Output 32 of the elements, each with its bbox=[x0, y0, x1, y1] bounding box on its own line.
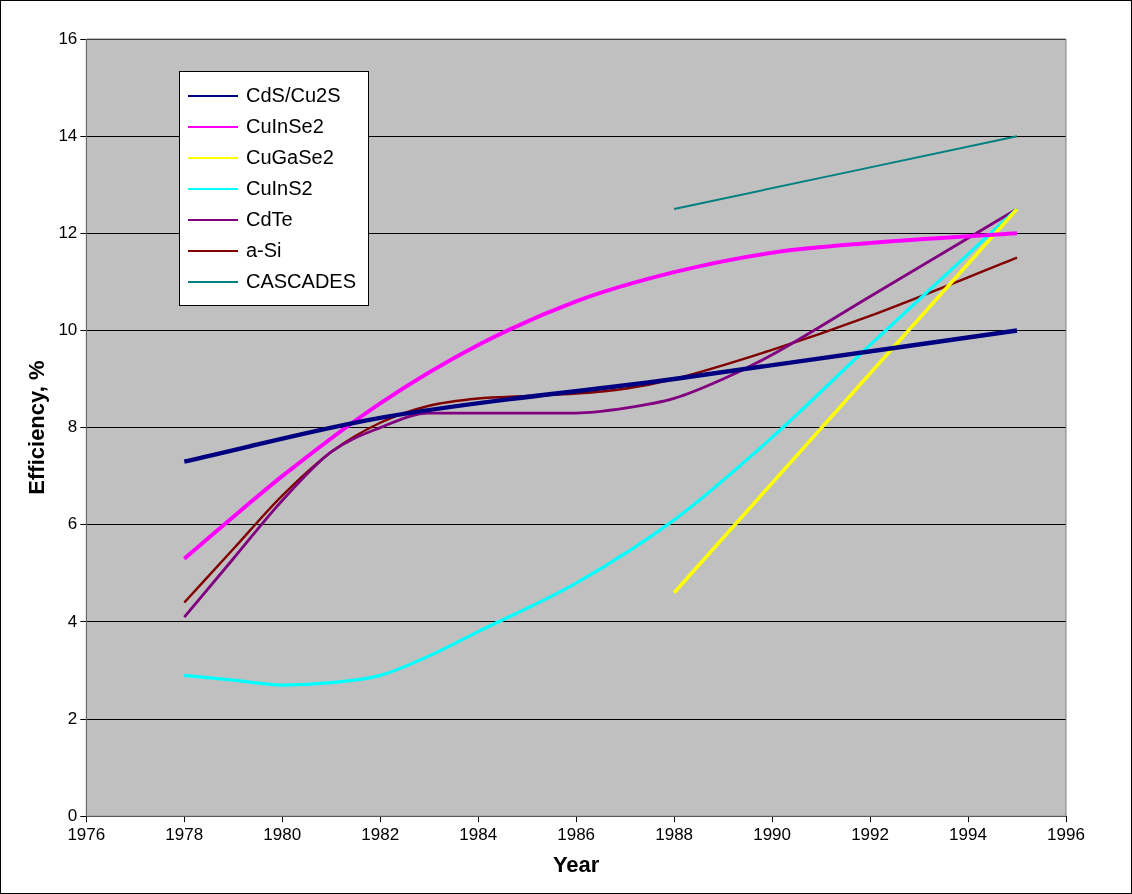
line-series bbox=[183, 256, 1019, 604]
y-tick-label: 14 bbox=[58, 125, 78, 145]
y-tick-label: 4 bbox=[67, 611, 78, 631]
y-tick-label: 10 bbox=[58, 320, 78, 340]
legend-label: CdS/Cu2S bbox=[246, 84, 341, 107]
line-series bbox=[182, 328, 1020, 464]
x-tick-label: 1996 bbox=[1047, 825, 1085, 845]
x-axis-title: Year bbox=[552, 851, 600, 877]
x-tick-label: 1980 bbox=[263, 825, 302, 845]
x-tick-label: 1988 bbox=[655, 825, 694, 845]
y-tick-label: 0 bbox=[67, 805, 78, 825]
x-tick-label: 1982 bbox=[361, 825, 400, 845]
x-tick-label: 1990 bbox=[753, 825, 792, 845]
y-tick-label: 16 bbox=[58, 28, 78, 48]
line-series bbox=[182, 231, 1020, 561]
x-tick-label: 1986 bbox=[557, 825, 596, 845]
legend-label: CdTe bbox=[246, 208, 293, 231]
x-tick-label: 1984 bbox=[459, 825, 498, 845]
x-tick-label: 1994 bbox=[949, 825, 987, 845]
x-tick-label: 1978 bbox=[165, 825, 204, 845]
x-tick-label: 1992 bbox=[851, 825, 889, 845]
y-tick-label: 6 bbox=[67, 514, 78, 534]
legend-label: CASCADES bbox=[246, 270, 357, 293]
x-tick-label: 1976 bbox=[67, 825, 106, 845]
y-tick-label: 12 bbox=[58, 222, 78, 242]
y-tick-label: 8 bbox=[67, 417, 78, 437]
legend-label: CuInSe2 bbox=[246, 115, 324, 138]
legend-label: CuGaSe2 bbox=[246, 146, 334, 169]
legend-label: CuInS2 bbox=[246, 177, 313, 200]
y-axis-title: Efficiency, % bbox=[24, 360, 50, 495]
legend-label: a-Si bbox=[246, 239, 282, 262]
y-tick-label: 2 bbox=[67, 708, 78, 728]
